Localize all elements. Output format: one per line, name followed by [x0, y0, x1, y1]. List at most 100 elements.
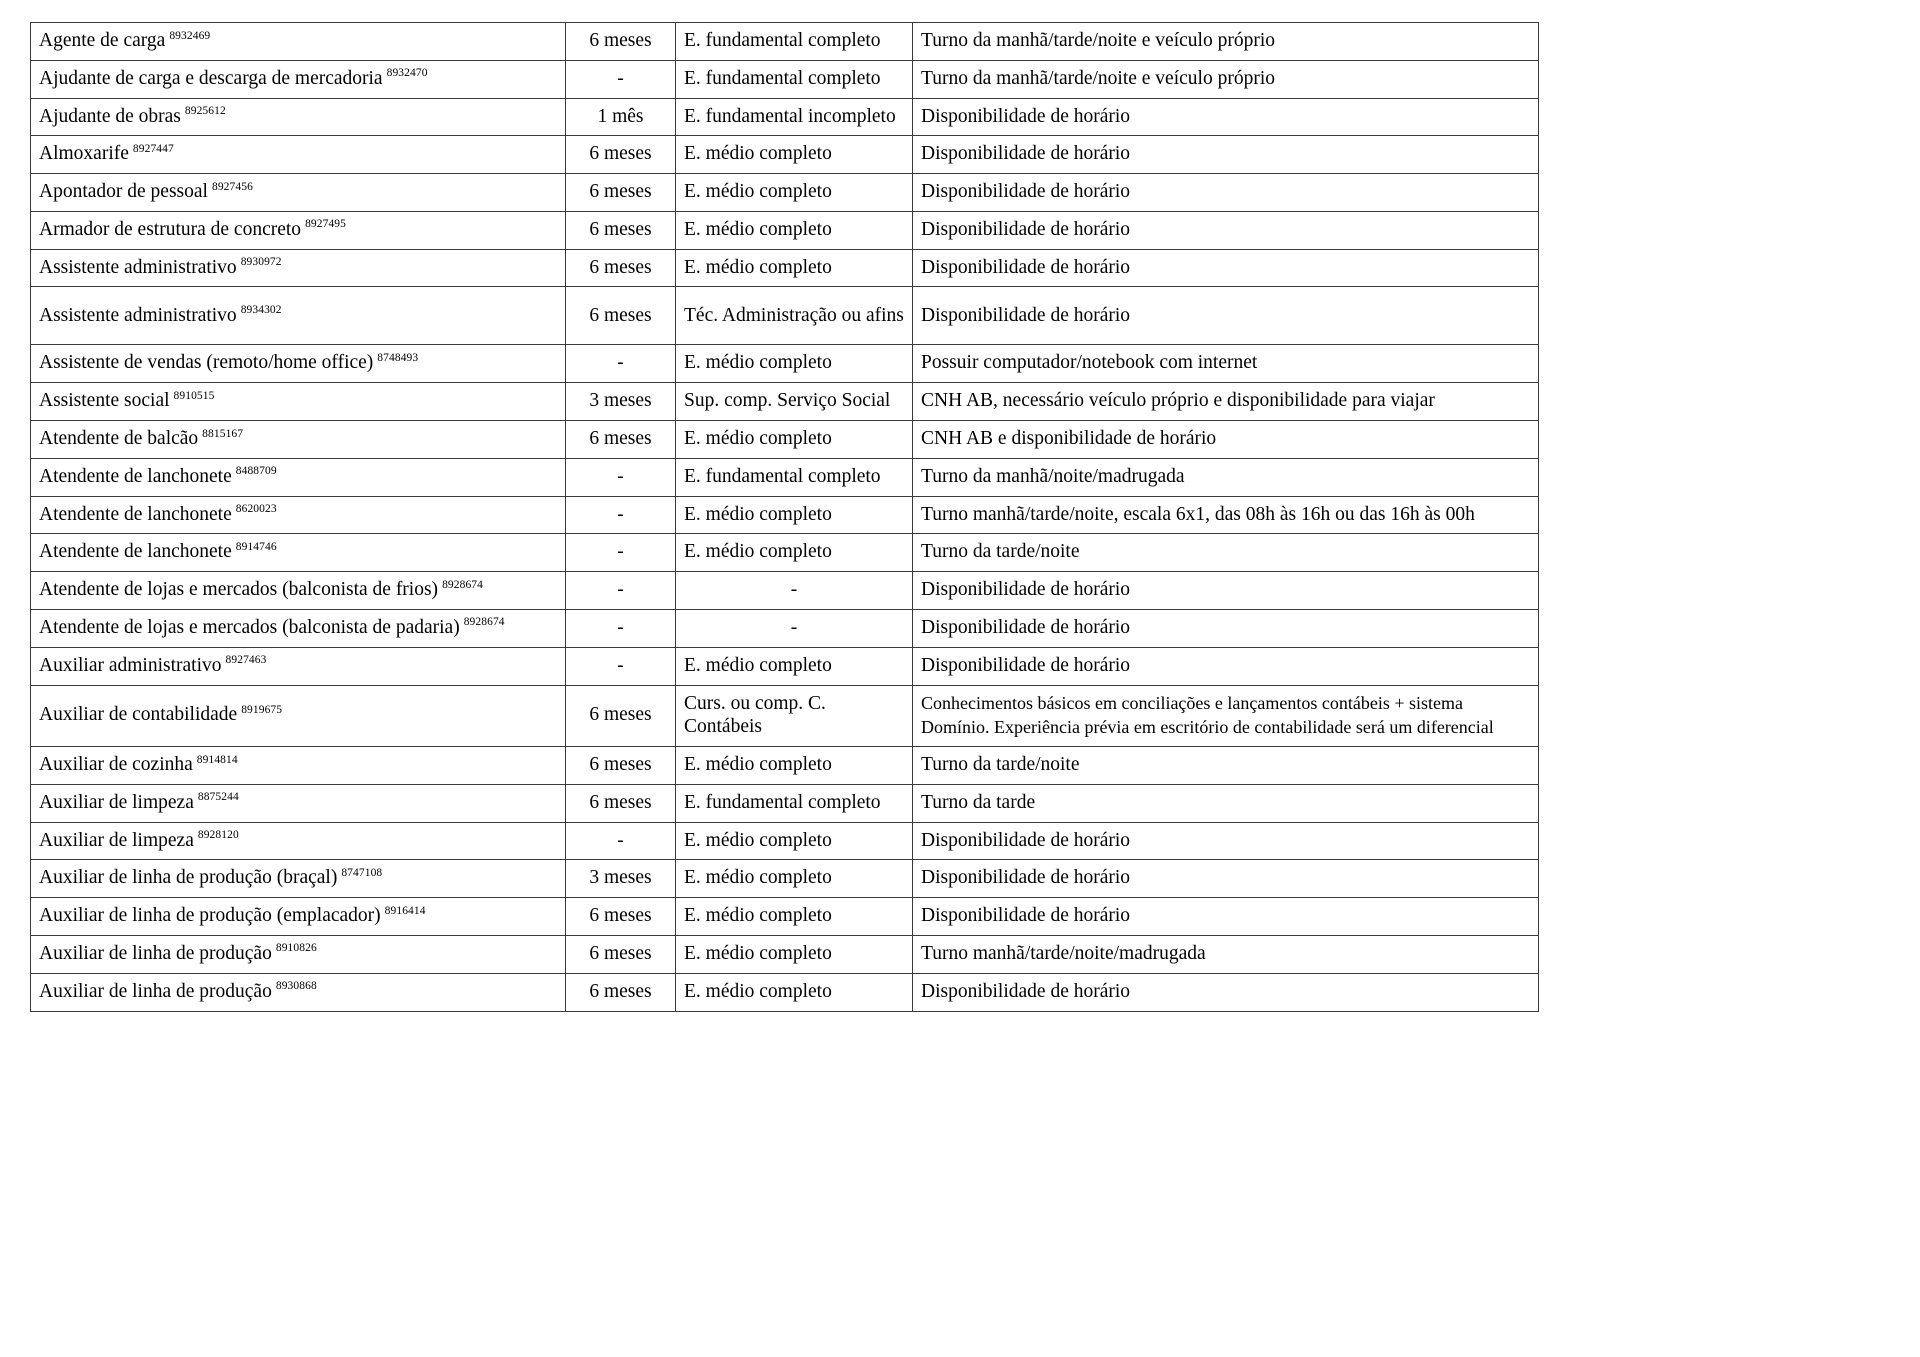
- cell-experiencia: 6 meses: [565, 286, 676, 346]
- cell-experiencia: -: [565, 571, 676, 610]
- cell-requisitos: Disponibilidade de horário: [912, 135, 1539, 175]
- cell-cargo: Auxiliar de cozinha 8914814: [30, 746, 566, 785]
- cell-escolaridade: E. médio completo: [675, 344, 913, 384]
- cargo-name: Atendente de lanchonete: [39, 465, 232, 487]
- cell-cargo: Assistente administrativo 8930972: [30, 248, 566, 288]
- cargo-code: 8875244: [197, 791, 239, 804]
- cell-cargo: Agente de carga 8932469: [30, 22, 566, 61]
- cell-escolaridade: E. fundamental completo: [675, 457, 913, 497]
- cell-requisitos: Turno da tarde/noite: [912, 746, 1539, 785]
- cell-cargo: Assistente social 8910515: [30, 382, 566, 422]
- table-row: Ajudante de carga e descarga de mercador…: [30, 59, 1539, 99]
- cargo-name: Armador de estrutura de concreto: [39, 218, 302, 240]
- cargo-code: 8927495: [305, 218, 347, 231]
- cell-requisitos: Turno da manhã/tarde/noite e veículo pró…: [912, 59, 1539, 99]
- requisitos-line: Domínio. Experiência prévia em escritóri…: [921, 717, 1494, 738]
- table-row: Atendente de lanchonete 8620023- E. médio …: [30, 495, 1539, 535]
- cargo-code: 8930972: [240, 256, 282, 269]
- cell-cargo: Auxiliar de contabilidade 8919675: [30, 684, 566, 748]
- cell-cargo: Atendente de lojas e mercados (balconist…: [30, 608, 566, 648]
- cell-cargo: Auxiliar de linha de produção (emplacado…: [30, 897, 566, 936]
- cell-escolaridade: Téc. Administração ou afins: [675, 286, 913, 346]
- cargo-code: 8748493: [377, 351, 419, 364]
- cargo-code: 8488709: [235, 465, 277, 478]
- cargo-name: Auxiliar de linha de produção (emplacado…: [39, 905, 381, 927]
- cargo-code: 8928674: [442, 578, 484, 591]
- cell-requisitos: CNH AB, necessário veículo próprio e dis…: [912, 382, 1539, 422]
- cargo-code: 8927456: [211, 180, 253, 193]
- table-row: Assistente de vendas (remoto/home office…: [30, 344, 1539, 384]
- table-row: Agente de carga 8932469 6 meses E. fundamen…: [30, 22, 1539, 61]
- cargo-name: Atendente de balcão: [39, 428, 199, 450]
- cargo-name: Auxiliar de linha de produção (braçal): [39, 867, 338, 889]
- cell-requisitos: Disponibilidade de horário: [912, 646, 1539, 686]
- cell-cargo: Auxiliar de linha de produção 8910826: [30, 934, 566, 974]
- cell-requisitos: Turno da manhã/tarde/noite e veículo pró…: [912, 22, 1539, 61]
- cell-escolaridade: E. médio completo: [675, 934, 913, 974]
- cell-escolaridade: E. médio completo: [675, 135, 913, 175]
- table-row: Atendente de balcão 8815167 6 meses E. médi…: [30, 420, 1539, 459]
- cell-escolaridade: E. médio completo: [675, 495, 913, 535]
- cell-requisitos: Disponibilidade de horário: [912, 210, 1539, 250]
- table-body: Agente de carga 8932469 6 meses E. fundamen…: [30, 22, 1539, 1012]
- table-row: Auxiliar administrativo 8927463- E. médio …: [30, 646, 1539, 686]
- cargo-name: Auxiliar administrativo: [39, 654, 222, 676]
- cell-requisitos: CNH AB e disponibilidade de horário: [912, 420, 1539, 459]
- cell-experiencia: 3 meses: [565, 382, 676, 422]
- cargo-name: Auxiliar de limpeza: [39, 829, 194, 851]
- cell-escolaridade: E. médio completo: [675, 972, 913, 1012]
- table-row: Atendente de lanchonete 8914746- E. médio …: [30, 533, 1539, 573]
- cell-experiencia: -: [565, 495, 676, 535]
- cargo-code: 8927463: [225, 654, 267, 667]
- cell-cargo: Auxiliar administrativo 8927463: [30, 646, 566, 686]
- cargo-name: Atendente de lanchonete: [39, 503, 232, 525]
- cargo-code: 8927447: [132, 142, 174, 155]
- table-row: Auxiliar de linha de produção (braçal) 87…: [30, 859, 1539, 899]
- cargo-name: Assistente social: [39, 390, 170, 412]
- cargo-code: 8934302: [240, 304, 282, 317]
- cargo-code: 8916414: [384, 904, 426, 917]
- cell-requisitos: Disponibilidade de horário: [912, 248, 1539, 288]
- cell-requisitos: Conhecimentos básicos em conciliações e …: [912, 684, 1539, 748]
- cargo-code: 8930868: [275, 980, 317, 993]
- cell-cargo: Ajudante de carga e descarga de mercador…: [30, 59, 566, 99]
- cargo-name: Assistente de vendas (remoto/home office…: [39, 352, 374, 374]
- table-row: Atendente de lojas e mercados (balconist…: [30, 571, 1539, 610]
- table-row: Atendente de lanchonete 8488709- E. fundam…: [30, 457, 1539, 497]
- cell-experiencia: -: [565, 457, 676, 497]
- cell-requisitos: Turno da tarde: [912, 783, 1539, 823]
- cargo-name: Agente de carga: [39, 30, 166, 51]
- cell-experiencia: -: [565, 533, 676, 573]
- table-row: Assistente administrativo 8930972 6 meses E…: [30, 248, 1539, 288]
- cell-requisitos: Disponibilidade de horário: [912, 821, 1539, 861]
- table-row: Assistente social 8910515 3 meses Sup. comp…: [30, 382, 1539, 422]
- cargo-code: 8932470: [386, 67, 428, 80]
- cell-escolaridade: E. médio completo: [675, 420, 913, 459]
- cargo-code: 8910515: [173, 389, 215, 402]
- table-row: Auxiliar de cozinha 8914814 6 meses E. médi…: [30, 746, 1539, 785]
- table-row: Atendente de lojas e mercados (balconist…: [30, 608, 1539, 648]
- cell-escolaridade: E. fundamental completo: [675, 783, 913, 823]
- cell-escolaridade: E. médio completo: [675, 821, 913, 861]
- cell-experiencia: 6 meses: [565, 135, 676, 175]
- cargo-name: Atendente de lojas e mercados (balconist…: [39, 579, 439, 601]
- cargo-name: Apontador de pessoal: [39, 181, 208, 203]
- cell-requisitos: Disponibilidade de horário: [912, 173, 1539, 212]
- cell-cargo: Atendente de lanchonete 8488709: [30, 457, 566, 497]
- cell-cargo: Atendente de balcão 8815167: [30, 420, 566, 459]
- cell-cargo: Auxiliar de linha de produção (braçal) 87…: [30, 859, 566, 899]
- cell-experiencia: 6 meses: [565, 783, 676, 823]
- table-row: Armador de estrutura de concreto 8927495 6…: [30, 210, 1539, 250]
- table-row: Ajudante de obras 8925612 1 mês E. fundamen…: [30, 97, 1539, 137]
- cell-experiencia: 6 meses: [565, 934, 676, 974]
- cell-escolaridade: E. fundamental completo: [675, 59, 913, 99]
- cell-escolaridade: E. fundamental completo: [675, 22, 913, 61]
- cargo-name: Atendente de lojas e mercados (balconist…: [39, 616, 460, 638]
- cell-requisitos: Turno da tarde/noite: [912, 533, 1539, 573]
- cargo-name: Almoxarife: [39, 143, 129, 165]
- cargo-code: 8910826: [275, 942, 317, 955]
- cargo-name: Auxiliar de linha de produção: [39, 980, 272, 1002]
- cargo-name: Auxiliar de cozinha: [39, 754, 193, 776]
- cell-requisitos: Disponibilidade de horário: [912, 571, 1539, 610]
